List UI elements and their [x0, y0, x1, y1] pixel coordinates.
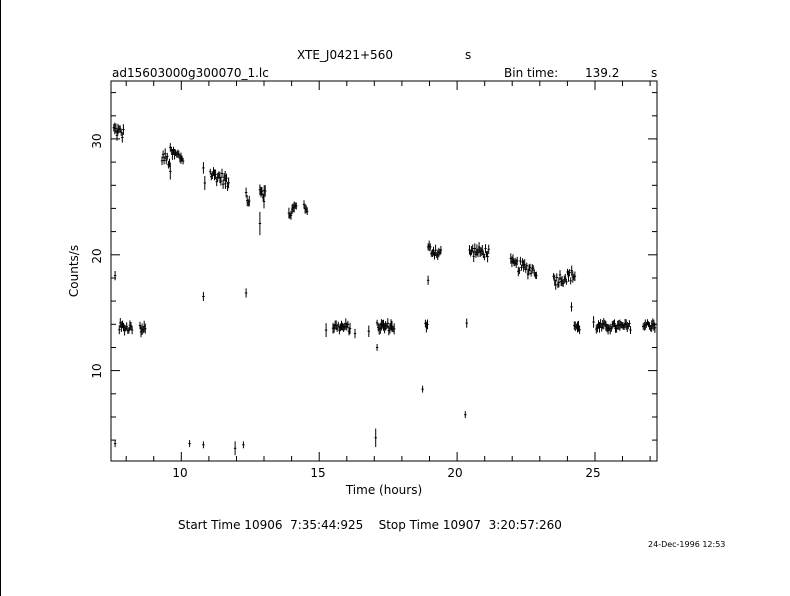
- y-axis-label: Counts/s: [67, 245, 81, 297]
- plot-frame: [110, 80, 658, 462]
- date-stamp: 24-Dec-1996 12:53: [648, 540, 725, 549]
- chart-title: XTE_J0421+560: [297, 48, 393, 62]
- chart-subtitle: ad15603000g300070_1.lc: [112, 66, 269, 80]
- axis-ticks: [111, 81, 657, 461]
- start-stop-time: Start Time 10906 7:35:44:925 Stop Time 1…: [178, 518, 562, 532]
- chart-title-suffix: s: [465, 48, 471, 62]
- y-tick-label-10: 10: [90, 363, 104, 378]
- data-points: [112, 122, 657, 456]
- x-tick-label-25: 25: [585, 466, 600, 480]
- x-tick-label-15: 15: [310, 466, 325, 480]
- bin-time-label: Bin time:: [504, 66, 558, 80]
- y-tick-label-30: 30: [90, 133, 104, 148]
- bin-time-unit: s: [651, 66, 657, 80]
- x-axis-label: Time (hours): [345, 483, 422, 497]
- x-tick-label-10: 10: [172, 466, 187, 480]
- y-tick-label-20: 20: [90, 248, 104, 263]
- x-tick-label-20: 20: [447, 466, 462, 480]
- window-left-border: [0, 0, 1, 596]
- bin-time-value: 139.2: [585, 66, 619, 80]
